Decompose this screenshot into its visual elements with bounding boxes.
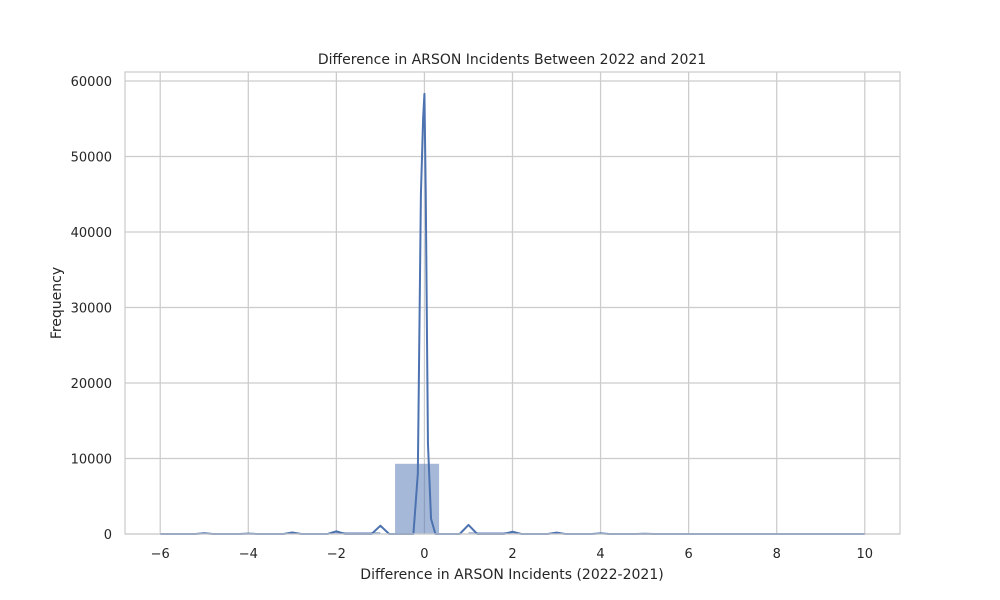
x-tick-label: 10 — [856, 547, 873, 562]
x-axis-label: Difference in ARSON Incidents (2022-2021… — [360, 567, 663, 583]
x-tick-label: −4 — [239, 547, 258, 562]
chart-title: Difference in ARSON Incidents Between 20… — [318, 52, 706, 68]
x-tick-label: 6 — [684, 547, 692, 562]
y-tick-label: 60000 — [71, 75, 112, 90]
y-tick-label: 50000 — [71, 151, 112, 166]
x-tick-label: −2 — [327, 547, 346, 562]
y-tick-label: 20000 — [71, 377, 112, 392]
y-tick-label: 0 — [104, 528, 112, 543]
x-tick-label: 0 — [420, 547, 428, 562]
y-tick-label: 10000 — [71, 453, 112, 468]
plot-frame — [124, 71, 901, 535]
x-tick-label: −6 — [151, 547, 170, 562]
x-tick-label: 4 — [596, 547, 604, 562]
x-tick-label: 8 — [773, 547, 781, 562]
y-tick-label: 40000 — [71, 226, 112, 241]
x-tick-label: 2 — [508, 547, 516, 562]
y-tick-label: 30000 — [71, 302, 112, 317]
x-tick-labels: −6 −4 −2 0 2 4 6 8 10 — [151, 547, 873, 562]
y-axis-label: Frequency — [49, 267, 65, 339]
y-tick-labels: 0 10000 20000 30000 40000 50000 60000 — [71, 75, 112, 543]
